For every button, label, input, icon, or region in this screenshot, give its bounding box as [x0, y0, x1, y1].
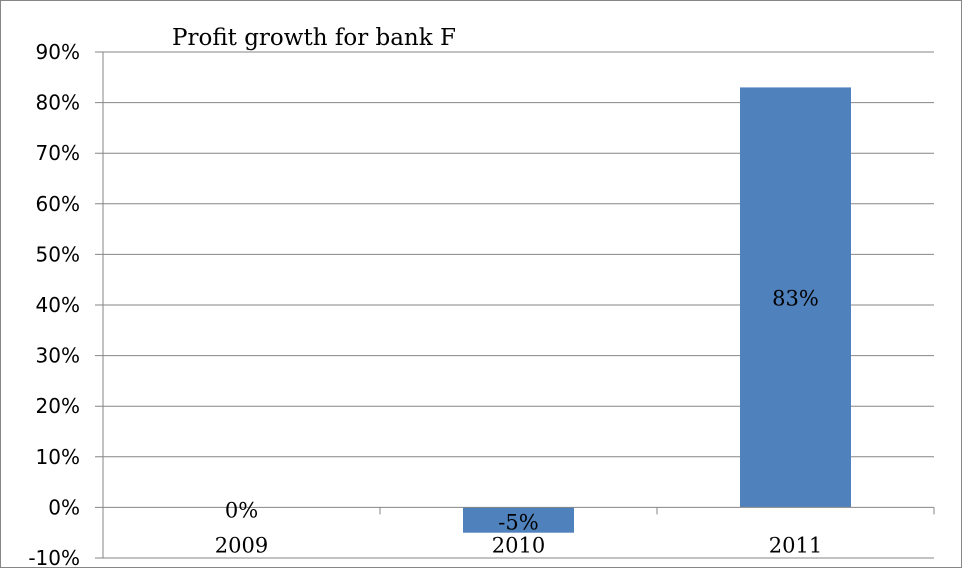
- data-labels: 0% -5% 83%: [225, 286, 819, 534]
- y-tick-label: -10%: [28, 546, 80, 569]
- y-tick-label: 20%: [36, 394, 80, 418]
- y-tick-label: 30%: [36, 344, 80, 368]
- y-tick-label: 10%: [36, 445, 80, 469]
- y-tick-label: 0%: [48, 495, 80, 519]
- y-tick-label: 40%: [36, 293, 80, 317]
- bar-2010: [463, 507, 574, 533]
- x-tick-label: 2010: [492, 533, 545, 557]
- bars: [463, 87, 851, 533]
- x-axis-tick-labels: 2009 2010 2011: [215, 533, 822, 557]
- x-tick-label: 2009: [215, 533, 268, 557]
- x-tick-label: 2011: [769, 533, 822, 557]
- axes: [95, 52, 935, 558]
- y-tick-label: 60%: [36, 192, 80, 216]
- y-axis-tick-labels: -10% 0% 10% 20% 30% 40% 50% 60% 70% 80% 90%: [28, 40, 80, 569]
- y-tick-label: 80%: [36, 91, 80, 115]
- bar-2011: [740, 87, 851, 508]
- y-tick-label: 90%: [36, 40, 80, 64]
- y-tick-label: 70%: [36, 141, 80, 165]
- chart-title: Profit growth for bank F: [172, 25, 456, 51]
- data-label: -5%: [498, 510, 538, 534]
- data-label: 83%: [772, 286, 819, 310]
- y-tick-label: 50%: [36, 242, 80, 266]
- data-label: 0%: [225, 498, 258, 522]
